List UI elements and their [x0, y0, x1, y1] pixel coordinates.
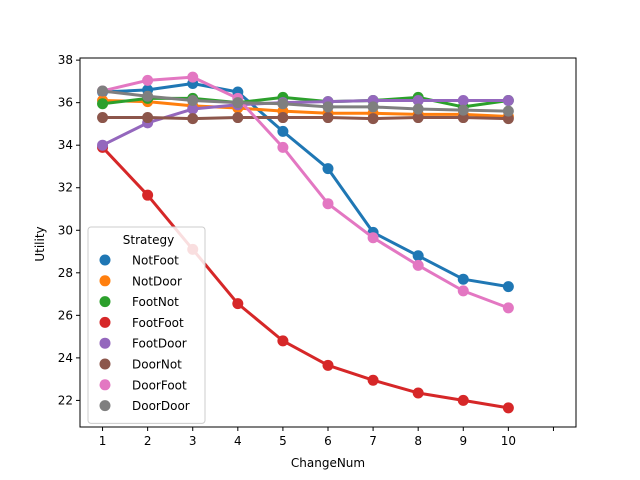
x-tick-label: 10: [501, 434, 516, 448]
legend-marker-FootDoor: [99, 337, 111, 349]
data-point-NotFoot-9: [457, 273, 469, 285]
data-point-DoorNot-5: [277, 112, 289, 124]
data-point-FootFoot-8: [412, 387, 424, 399]
data-point-DoorFoot-8: [412, 259, 424, 271]
plot-area: [97, 71, 514, 414]
data-point-DoorDoor-2: [142, 90, 154, 102]
legend-label-DoorFoot: DoorFoot: [132, 378, 187, 392]
data-point-FootFoot-10: [502, 402, 514, 414]
data-point-DoorFoot-6: [322, 198, 334, 210]
x-axis-label: ChangeNum: [291, 456, 365, 470]
series-line-NotFoot: [101, 82, 510, 289]
x-tick-label: 8: [414, 434, 422, 448]
data-point-DoorNot-4: [232, 112, 244, 124]
data-point-DoorDoor-6: [322, 101, 334, 113]
data-point-DoorNot-6: [322, 112, 334, 124]
legend: Strategy NotFoot NotDoor FootNot FootFoot Foo…: [87, 226, 206, 424]
x-tick-label: 4: [234, 434, 242, 448]
data-point-DoorFoot-10: [502, 302, 514, 314]
data-point-DoorFoot-2: [142, 74, 154, 86]
y-tick-label: 26: [58, 308, 73, 322]
data-point-FootDoor-10: [502, 95, 514, 107]
data-point-DoorNot-2: [142, 112, 154, 124]
x-tick-label: 2: [144, 434, 152, 448]
data-point-DoorDoor-3: [187, 95, 199, 107]
legend-label-NotDoor: NotDoor: [132, 274, 182, 288]
data-point-DoorNot-8: [412, 112, 424, 124]
data-point-NotFoot-8: [412, 250, 424, 262]
series-DoorFoot: [97, 71, 514, 314]
y-tick-label: 32: [58, 181, 73, 195]
data-point-NotFoot-5: [277, 125, 289, 137]
data-point-DoorDoor-9: [457, 104, 469, 116]
series-DoorDoor: [97, 85, 514, 117]
x-tick-label: 9: [459, 434, 467, 448]
data-point-FootFoot-5: [277, 335, 289, 347]
x-tick-label: 3: [189, 434, 197, 448]
legend-marker-FootNot: [99, 296, 111, 308]
data-point-NotFoot-6: [322, 163, 334, 175]
series-FootFoot: [97, 141, 514, 414]
series-line-NotDoor: [101, 99, 510, 118]
data-point-DoorDoor-10: [502, 105, 514, 117]
legend-label-FootNot: FootNot: [132, 295, 179, 309]
data-point-FootFoot-4: [232, 298, 244, 310]
legend-marker-NotDoor: [99, 275, 111, 287]
data-point-FootDoor-3: [187, 103, 199, 115]
series-line-DoorDoor: [101, 89, 510, 113]
legend-label-FootFoot: FootFoot: [132, 316, 184, 330]
legend-marker-FootFoot: [99, 316, 111, 328]
legend-label-NotFoot: NotFoot: [132, 254, 179, 268]
series-line-DoorFoot: [101, 75, 510, 310]
data-point-DoorFoot-7: [367, 232, 379, 244]
data-point-DoorFoot-3: [187, 71, 199, 83]
legend-label-DoorNot: DoorNot: [132, 358, 182, 372]
legend-marker-DoorDoor: [99, 400, 111, 412]
data-point-FootDoor-1: [97, 139, 109, 151]
legend-box: [87, 226, 206, 424]
y-tick-label: 28: [58, 266, 73, 280]
x-tick-label: 7: [369, 434, 377, 448]
legend-marker-NotFoot: [99, 254, 111, 266]
data-point-FootFoot-2: [142, 189, 154, 201]
y-tick-label: 36: [58, 96, 73, 110]
data-point-FootFoot-7: [367, 374, 379, 386]
y-tick-label: 24: [58, 351, 73, 365]
data-point-FootDoor-8: [412, 95, 424, 107]
data-point-FootDoor-9: [457, 95, 469, 107]
data-point-FootFoot-6: [322, 359, 334, 371]
x-tick-label: 6: [324, 434, 332, 448]
data-point-FootFoot-9: [457, 394, 469, 406]
data-point-DoorNot-3: [187, 113, 199, 125]
data-point-NotFoot-10: [502, 281, 514, 293]
x-tick-label: 1: [99, 434, 107, 448]
legend-title: Strategy: [123, 233, 174, 247]
data-point-DoorDoor-5: [277, 98, 289, 110]
series-line-DoorNot: [101, 116, 510, 121]
data-point-DoorFoot-5: [277, 141, 289, 153]
legend-marker-DoorFoot: [99, 379, 111, 391]
y-axis-label: Utility: [33, 226, 47, 261]
data-point-DoorDoor-1: [97, 85, 109, 97]
legend-label-DoorDoor: DoorDoor: [132, 399, 190, 413]
y-tick-label: 38: [58, 53, 73, 67]
series-line-FootDoor: [101, 99, 510, 147]
x-tick-label: 5: [279, 434, 287, 448]
data-point-DoorDoor-7: [367, 101, 379, 113]
legend-label-FootDoor: FootDoor: [132, 337, 187, 351]
legend-marker-DoorNot: [99, 358, 111, 370]
data-point-DoorNot-1: [97, 112, 109, 124]
series-line-FootFoot: [101, 145, 510, 410]
data-point-DoorDoor-4: [232, 97, 244, 109]
data-point-DoorFoot-9: [457, 285, 469, 297]
data-point-DoorNot-7: [367, 113, 379, 125]
data-point-FootNot-1: [97, 98, 109, 110]
y-tick-label: 34: [58, 138, 73, 152]
y-tick-label: 30: [58, 223, 73, 237]
data-point-DoorDoor-8: [412, 103, 424, 115]
y-tick-label: 22: [58, 393, 73, 407]
